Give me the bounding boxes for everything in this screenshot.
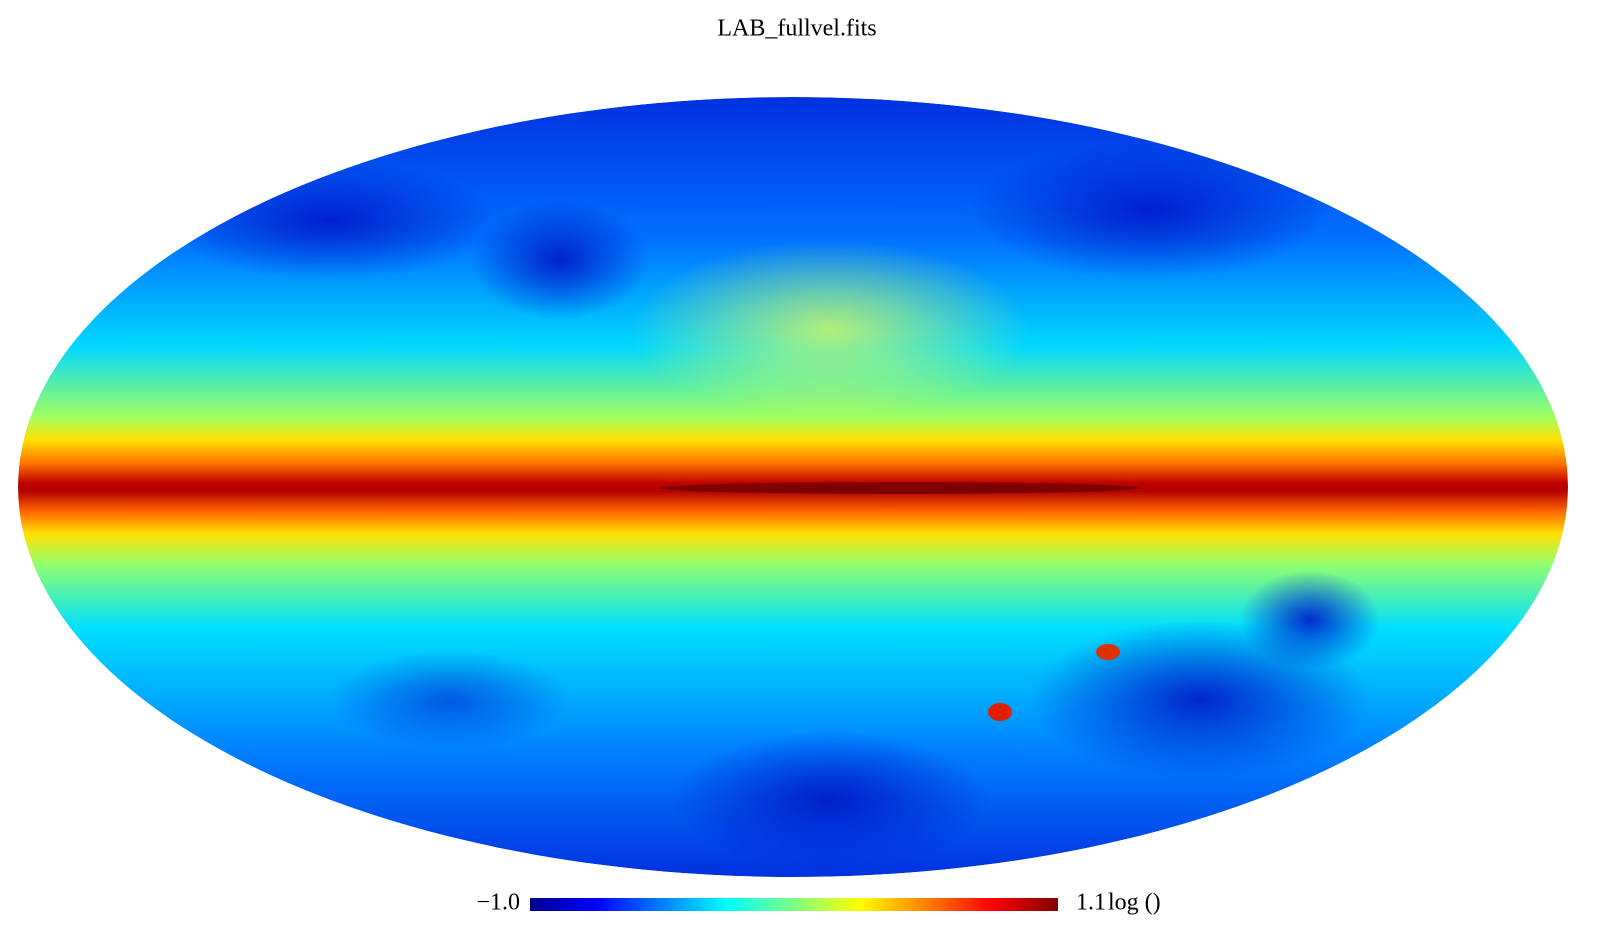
colorbar-min-label: −1.0 [476,890,520,916]
colorbar-unit: log () [1108,890,1161,916]
sky-map [18,97,1568,877]
colorbar-max-label: 1.1 [1076,890,1106,916]
map-title: LAB_fullvel.fits [717,16,876,42]
colorbar [530,898,1058,911]
